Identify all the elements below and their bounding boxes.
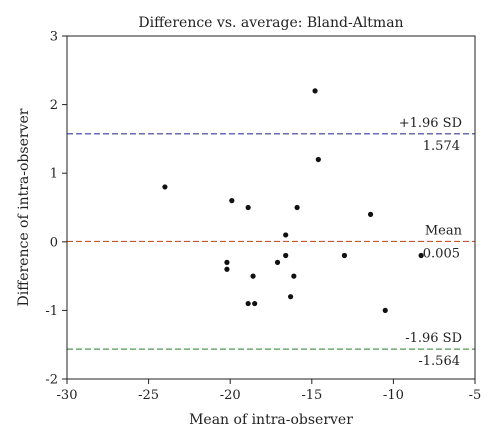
x-axis: -30 -25 -20 -15 -10 -5 [57,379,482,403]
data-point [382,307,388,313]
data-point [250,273,256,279]
data-point [245,204,251,211]
data-point [162,184,168,190]
data-point [245,300,251,307]
data-point [291,273,297,279]
data-point [283,232,289,238]
reference-line-label: +1.96 SD [399,116,462,131]
x-axis-label: Mean of intra-observer [189,412,353,428]
reference-line-value: -1.564 [418,354,460,369]
data-point [224,259,230,265]
x-tick-label: -5 [469,388,482,403]
chart-title: Difference vs. average: Bland-Altman [138,15,403,31]
reference-labels: +1.96 SD 1.574 Mean 0.005 -1.96 SD -1.564 [399,116,463,369]
y-axis: -2 -1 0 1 2 3 [45,30,67,388]
plot-frame [66,35,476,380]
data-point [224,266,230,272]
data-point [367,211,374,217]
data-point [418,252,424,259]
data-point [283,252,289,259]
data-point [252,300,258,307]
y-axis-label: Difference of intra-observer [16,108,32,306]
x-tick-label: -10 [383,388,404,403]
reference-line-value: 1.574 [423,139,460,154]
data-point [287,294,294,300]
y-tick-label: 0 [50,235,58,250]
reference-lines [67,133,475,350]
data-point [341,252,348,259]
data-point [315,156,321,163]
data-point [274,259,281,265]
y-tick-label: 1 [50,167,58,182]
reference-line-label: -1.96 SD [405,331,462,346]
reference-line-label: Mean [425,223,463,238]
reference-line-value: 0.005 [423,246,460,261]
y-tick-label: 3 [50,30,58,45]
x-tick-label: -20 [220,388,241,403]
data-point [229,198,235,204]
data-point [312,88,318,94]
data-points [162,88,424,313]
x-tick-label: -25 [138,388,159,403]
data-point [294,204,300,211]
x-tick-label: -30 [57,388,78,403]
y-tick-label: -2 [45,373,58,388]
x-tick-label: -15 [301,388,322,403]
y-tick-label: 2 [50,98,58,113]
y-tick-label: -1 [45,304,58,319]
